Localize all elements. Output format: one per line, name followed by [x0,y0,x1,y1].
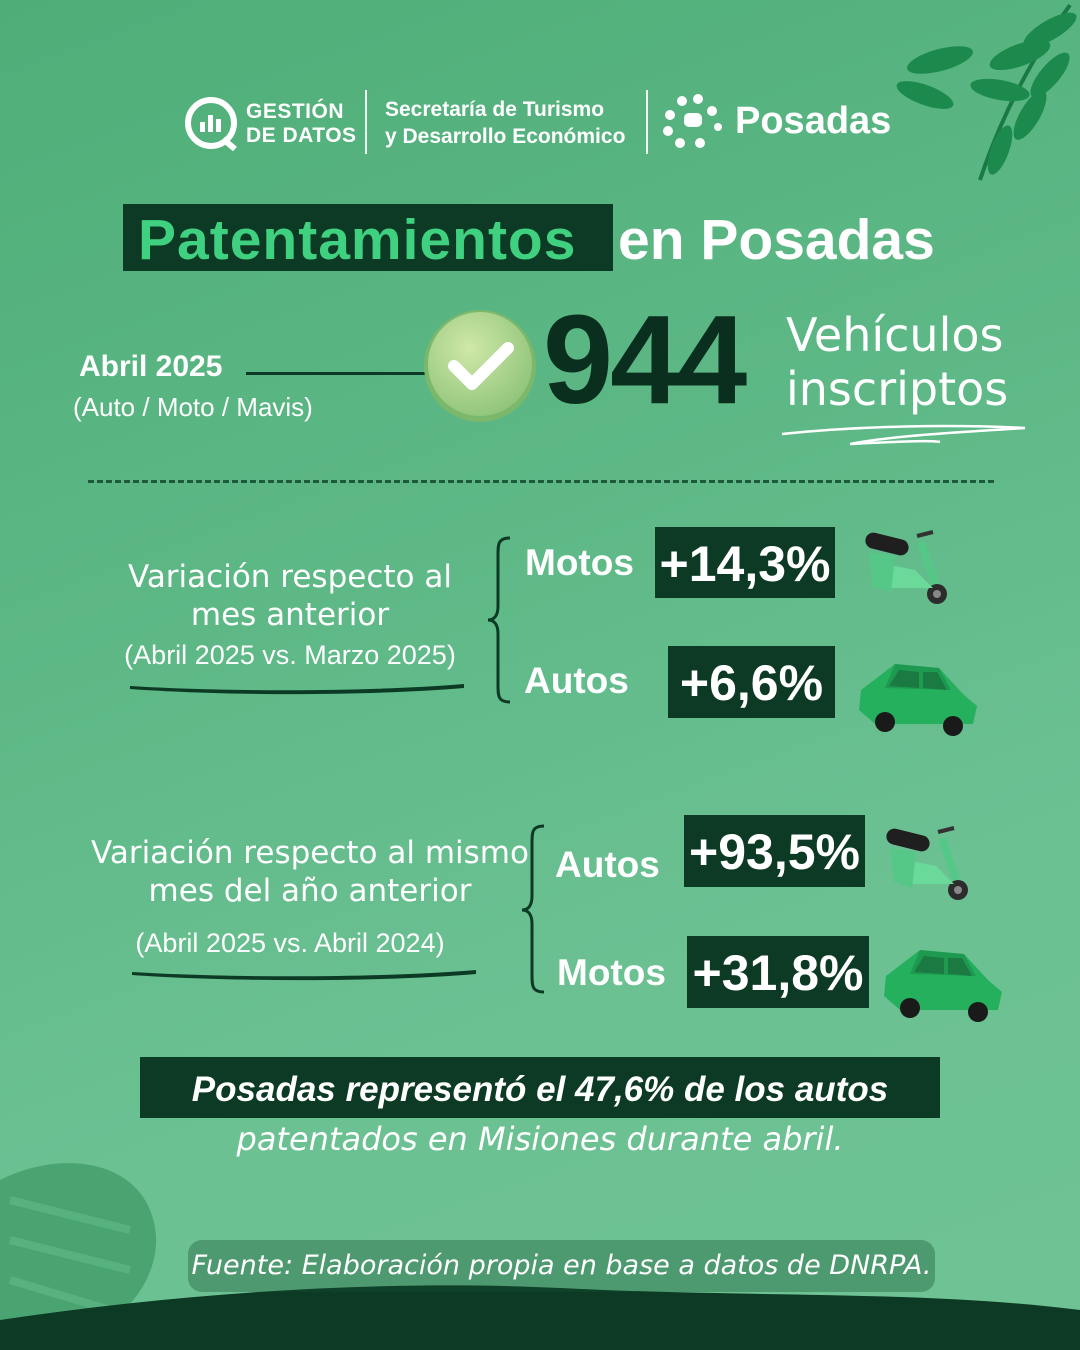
monthly-autos-value-box [668,646,835,718]
note-line1: Posadas representó el 47,6% de los autos [191,1070,889,1109]
underline-stroke [132,970,476,981]
secretaria-logo-text: Secretaría de Turismo y Desarrollo Econó… [385,96,625,150]
yearly-variation-label: Variación respecto al mismo mes del año … [90,834,530,959]
curly-brace [521,824,545,994]
monthly-autos-label: Autos [524,660,629,701]
underline-swash [781,424,1026,446]
monthly-comparison: (Abril 2025 vs. Marzo 2025) [124,640,456,670]
period-label: Abril 2025 [79,350,223,383]
monthly-motos-value-box [655,527,835,598]
yearly-autos-value-box [684,815,865,887]
vehicles-label-line1: Vehículos [786,308,1004,362]
car-icon [859,664,977,736]
secretaria-line2: y Desarrollo Económico [385,125,626,148]
note-line2: patentados en Misiones durante abril. [236,1120,844,1158]
title-highlight-box [123,204,613,271]
total-vehicles-label: Vehículos inscriptos [786,308,1008,416]
car-icon [884,950,1002,1022]
yearly-motos-label: Motos [557,952,666,993]
yearly-autos-value: +93,5% [689,824,860,880]
monthly-motos-label: Motos [525,542,634,583]
vehicle-types-label: (Auto / Moto / Mavis) [73,392,313,422]
gestion-datos-logo-icon [185,97,237,151]
page-title-highlight: Patentamientos [138,208,577,272]
posadas-logo-text: Posadas [735,100,892,142]
gestion-datos-logo-text: GESTIÓN DE DATOS [246,100,357,148]
header-divider [365,90,367,154]
yearly-label-line1: Variación respecto al mismo [91,835,529,871]
monthly-label-line2: mes anterior [190,597,390,633]
scooter-icon [886,826,968,900]
yearly-motos-value-box [687,936,869,1008]
posadas-logo-icon [663,94,722,148]
underline-stroke [130,684,464,695]
monthly-label-line1: Variación respecto al [128,559,452,595]
yearly-motos-value: +31,8% [692,945,864,1001]
curly-brace [487,536,511,704]
gestion-line2: DE DATOS [246,124,357,147]
monthly-autos-value: +6,6% [679,655,824,711]
monstera-leaf-bottom-left [0,1163,157,1350]
source-box [188,1240,935,1292]
total-vehicles-number: 944 [543,289,747,430]
section-divider [88,480,994,483]
page-title: en Posadas [618,208,935,272]
note-highlight-box [140,1057,940,1118]
vehicles-label-line2: inscriptos [786,362,1009,416]
leaf-branch-top-right [896,3,1077,181]
header-divider [646,90,648,154]
yearly-comparison: (Abril 2025 vs. Abril 2024) [135,928,445,958]
monthly-variation-label: Variación respecto al mes anterior (Abri… [100,558,480,671]
yearly-label-line2: mes del año anterior [148,873,472,909]
bottom-hill-decoration [0,1285,1080,1350]
check-badge-icon [424,310,536,422]
gestion-line1: GESTIÓN [246,100,345,123]
scooter-icon [865,530,947,604]
connector-line [246,372,426,375]
secretaria-line1: Secretaría de Turismo [385,98,605,121]
source-text: Fuente: Elaboración propia en base a dat… [191,1250,932,1281]
monthly-motos-value: +14,3% [659,536,831,592]
yearly-autos-label: Autos [555,844,660,885]
